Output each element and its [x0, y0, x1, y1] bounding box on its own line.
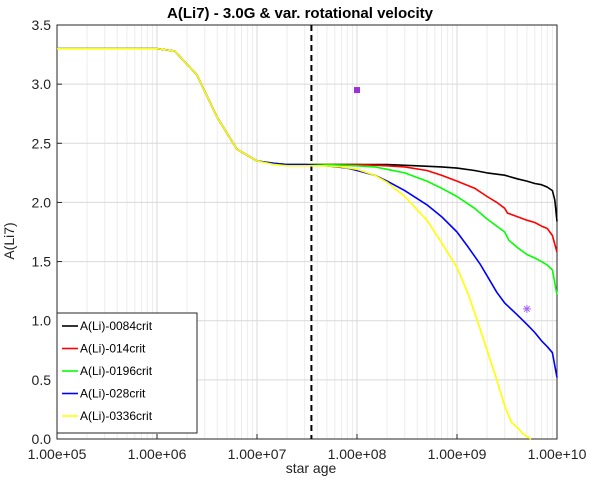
legend-label: A(Li)-0196crit [80, 364, 153, 378]
y-tick-label: 0.0 [32, 431, 52, 447]
x-tick-label: 1.00e+10 [528, 446, 587, 462]
x-tick-label: 1.00e+05 [28, 446, 87, 462]
legend-label: A(Li)-014crit [80, 342, 146, 356]
legend-label: A(Li)-028crit [80, 387, 146, 401]
data-markers [354, 87, 531, 313]
x-tick-label: 1.00e+06 [128, 446, 187, 462]
legend: A(Li)-0084crit A(Li)-014crit A(Li)-0196cri… [56, 312, 198, 434]
square-marker [354, 87, 360, 94]
y-tick-label: 1.0 [32, 313, 52, 329]
legend-label: A(Li)-0336crit [80, 409, 153, 423]
y-axis: 0.0 0.5 1.0 1.5 2.0 2.5 3.0 3.5 [32, 17, 62, 447]
x-tick-label: 1.00e+07 [228, 446, 287, 462]
y-axis-label: A(Li7) [1, 222, 17, 259]
legend-box [56, 312, 198, 434]
legend-label: A(Li)-0084crit [80, 319, 153, 333]
x-tick-label: 1.00e+09 [428, 446, 487, 462]
asterisk-marker [522, 304, 531, 313]
y-tick-label: 3.0 [32, 76, 52, 92]
y-tick-label: 3.5 [32, 17, 52, 33]
y-tick-label: 2.0 [32, 194, 52, 210]
y-tick-label: 2.5 [32, 135, 52, 151]
x-axis-label: star age [286, 460, 337, 476]
x-axis: 1.00e+05 1.00e+06 1.00e+07 1.00e+08 1.00e+09… [28, 434, 587, 462]
y-tick-label: 0.5 [32, 372, 52, 388]
y-tick-label: 1.5 [32, 254, 52, 270]
x-tick-label: 1.00e+08 [328, 446, 387, 462]
series-line-5 [57, 47, 532, 440]
plot-frame [56, 24, 558, 440]
chart-title: A(Li7) - 3.0G & var. rotational velocity [167, 5, 434, 22]
series-lines [57, 47, 558, 440]
